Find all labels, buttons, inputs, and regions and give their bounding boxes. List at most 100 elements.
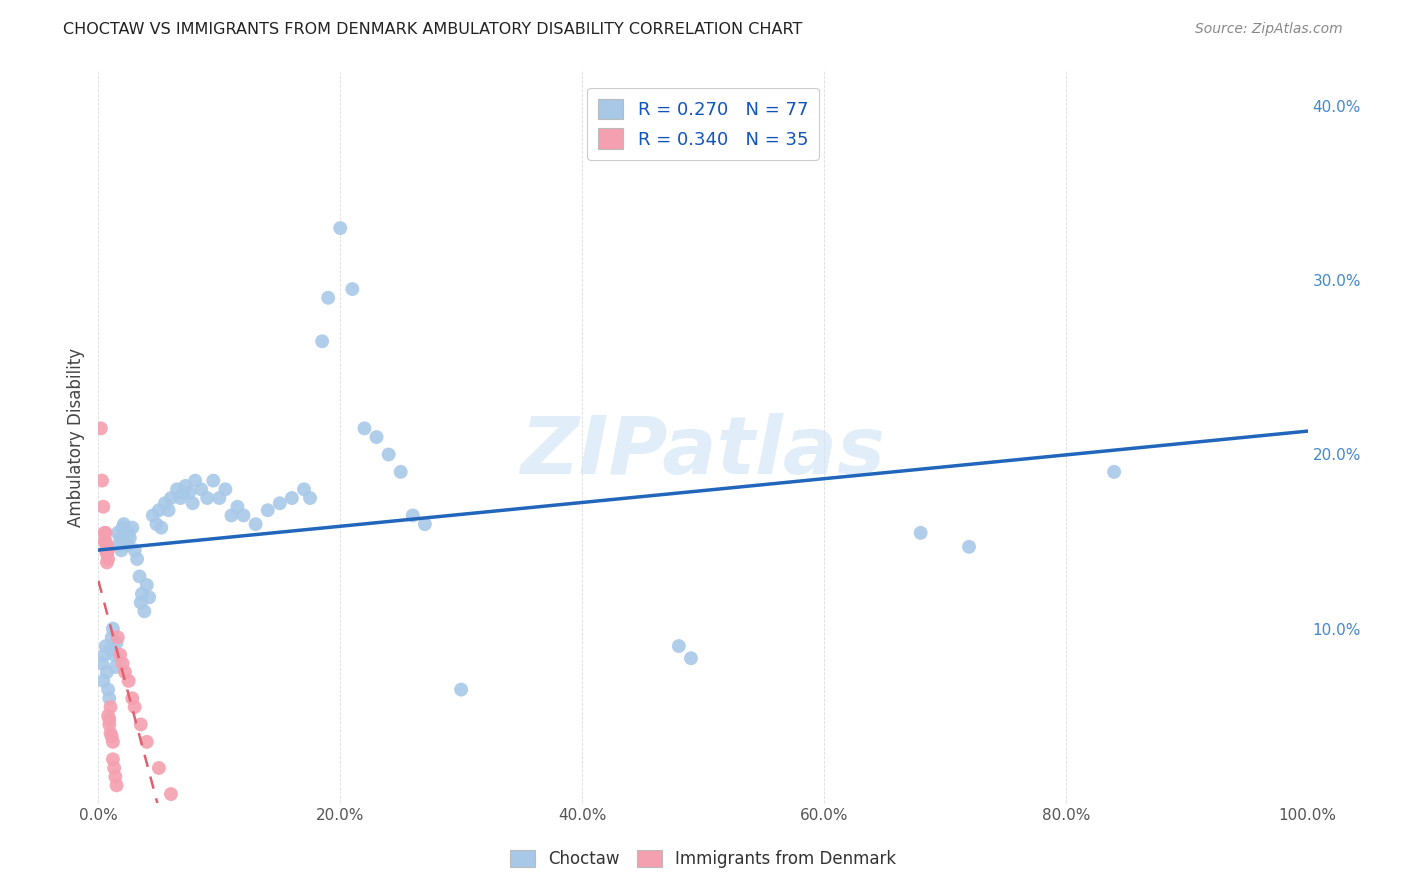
Point bbox=[190, 483, 212, 497]
Point bbox=[93, 648, 115, 662]
Point bbox=[214, 483, 236, 497]
Point bbox=[91, 474, 114, 488]
Point bbox=[329, 221, 352, 235]
Point bbox=[100, 726, 122, 740]
Point bbox=[110, 543, 132, 558]
Point bbox=[97, 708, 120, 723]
Point bbox=[179, 485, 201, 500]
Point bbox=[117, 538, 139, 552]
Point bbox=[114, 665, 136, 680]
Point bbox=[118, 673, 141, 688]
Point bbox=[184, 474, 207, 488]
Point bbox=[226, 500, 249, 514]
Point bbox=[124, 543, 146, 558]
Point bbox=[111, 521, 134, 535]
Point bbox=[172, 485, 194, 500]
Point bbox=[112, 517, 135, 532]
Point bbox=[90, 421, 112, 435]
Point bbox=[402, 508, 425, 523]
Point bbox=[94, 534, 117, 549]
Point bbox=[91, 673, 114, 688]
Point bbox=[91, 657, 114, 671]
Point bbox=[101, 735, 124, 749]
Point bbox=[169, 491, 191, 505]
Point bbox=[221, 508, 243, 523]
Point bbox=[101, 622, 124, 636]
Point bbox=[105, 778, 128, 792]
Point bbox=[98, 717, 121, 731]
Point bbox=[93, 534, 115, 549]
Point bbox=[105, 635, 128, 649]
Point bbox=[208, 491, 231, 505]
Point bbox=[316, 291, 339, 305]
Point bbox=[181, 496, 204, 510]
Point bbox=[957, 540, 980, 554]
Point bbox=[96, 556, 118, 570]
Point bbox=[94, 525, 117, 540]
Point bbox=[366, 430, 388, 444]
Text: Source: ZipAtlas.com: Source: ZipAtlas.com bbox=[1195, 22, 1343, 37]
Point bbox=[98, 712, 121, 726]
Point bbox=[353, 421, 375, 435]
Point bbox=[107, 525, 129, 540]
Point bbox=[103, 761, 125, 775]
Point bbox=[135, 735, 157, 749]
Point bbox=[93, 525, 115, 540]
Point bbox=[342, 282, 364, 296]
Point bbox=[668, 639, 690, 653]
Point bbox=[269, 496, 291, 510]
Point bbox=[94, 543, 117, 558]
Point bbox=[118, 525, 141, 540]
Y-axis label: Ambulatory Disability: Ambulatory Disability bbox=[66, 348, 84, 526]
Point bbox=[195, 491, 218, 505]
Point bbox=[153, 496, 176, 510]
Point bbox=[174, 479, 197, 493]
Legend: R = 0.270   N = 77, R = 0.340   N = 35: R = 0.270 N = 77, R = 0.340 N = 35 bbox=[588, 87, 818, 160]
Point bbox=[124, 700, 146, 714]
Point bbox=[450, 682, 472, 697]
Point bbox=[145, 517, 167, 532]
Point bbox=[127, 552, 149, 566]
Point bbox=[91, 500, 114, 514]
Point bbox=[232, 508, 254, 523]
Point bbox=[103, 648, 125, 662]
Point bbox=[245, 517, 267, 532]
Point bbox=[129, 717, 152, 731]
Point bbox=[97, 682, 120, 697]
Point bbox=[311, 334, 333, 349]
Point bbox=[118, 531, 141, 545]
Point bbox=[97, 552, 120, 566]
Point bbox=[104, 660, 127, 674]
Point bbox=[131, 587, 153, 601]
Point bbox=[910, 525, 932, 540]
Point bbox=[100, 730, 122, 744]
Point bbox=[1102, 465, 1125, 479]
Point bbox=[129, 595, 152, 609]
Point bbox=[134, 604, 156, 618]
Point bbox=[148, 503, 170, 517]
Point bbox=[150, 521, 173, 535]
Point bbox=[108, 531, 131, 545]
Point bbox=[679, 651, 702, 665]
Point bbox=[114, 525, 136, 540]
Point bbox=[104, 770, 127, 784]
Point bbox=[166, 483, 188, 497]
Point bbox=[256, 503, 278, 517]
Point bbox=[160, 787, 183, 801]
Point bbox=[281, 491, 304, 505]
Point bbox=[98, 691, 121, 706]
Point bbox=[100, 642, 122, 657]
Point bbox=[389, 465, 412, 479]
Point bbox=[94, 639, 117, 653]
Text: ZIPatlas: ZIPatlas bbox=[520, 413, 886, 491]
Point bbox=[413, 517, 436, 532]
Point bbox=[96, 547, 118, 561]
Point bbox=[97, 543, 120, 558]
Point bbox=[202, 474, 225, 488]
Point bbox=[142, 508, 165, 523]
Point bbox=[101, 752, 124, 766]
Point bbox=[157, 503, 180, 517]
Point bbox=[108, 648, 131, 662]
Point bbox=[108, 538, 131, 552]
Point bbox=[115, 534, 138, 549]
